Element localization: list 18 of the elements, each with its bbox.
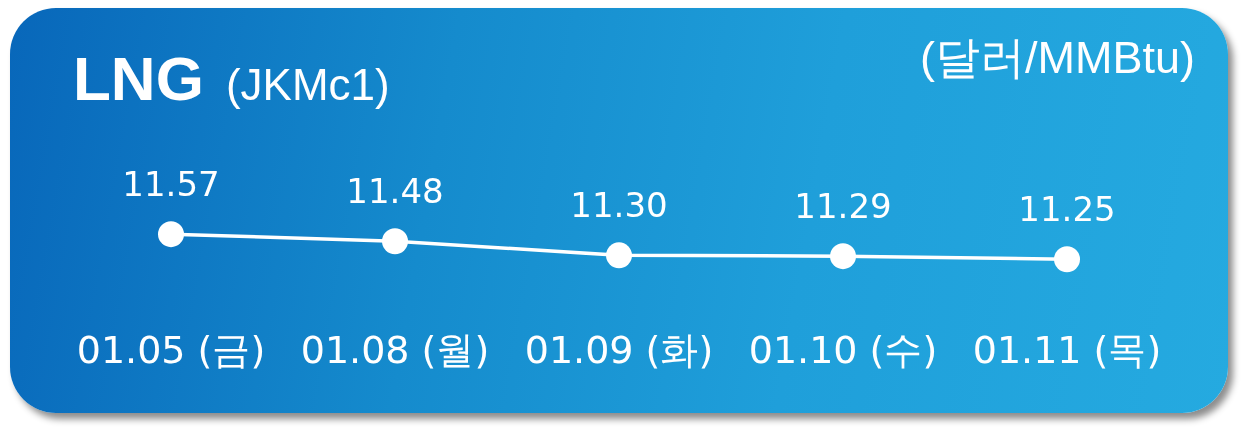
- chart-subtitle: (JKMc1): [225, 60, 390, 109]
- data-label: 11.30: [570, 185, 668, 226]
- data-label: 11.25: [1018, 189, 1116, 230]
- point: [158, 221, 184, 248]
- point: [1054, 246, 1080, 273]
- chart-title: LNG: [73, 44, 204, 113]
- point: [830, 243, 856, 270]
- x-tick-label: 01.05 (금): [76, 327, 266, 372]
- y-axis-title: (달러/MMBtu): [920, 32, 1195, 83]
- x-tick-label: 01.08 (월): [300, 327, 490, 372]
- point: [382, 228, 408, 255]
- x-tick-label: 01.10 (수): [748, 327, 938, 372]
- data-label: 11.57: [122, 164, 220, 204]
- data-label: 11.29: [794, 185, 892, 226]
- point: [606, 242, 632, 269]
- x-tick-label: 01.09 (화): [524, 327, 714, 372]
- x-tick-label: 01.11 (목): [972, 327, 1162, 372]
- data-label: 11.48: [346, 171, 444, 212]
